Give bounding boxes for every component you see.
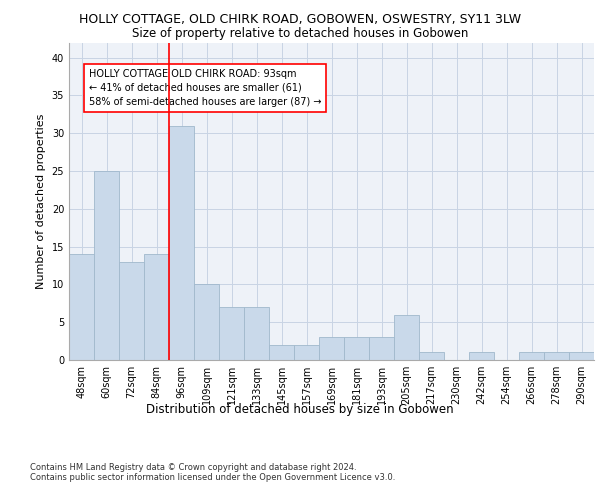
Bar xyxy=(269,345,294,360)
Bar xyxy=(469,352,494,360)
Text: Size of property relative to detached houses in Gobowen: Size of property relative to detached ho… xyxy=(132,28,468,40)
Text: Distribution of detached houses by size in Gobowen: Distribution of detached houses by size … xyxy=(146,402,454,415)
Bar xyxy=(419,352,444,360)
Bar xyxy=(319,338,344,360)
Bar xyxy=(369,338,394,360)
Bar xyxy=(519,352,544,360)
Text: HOLLY COTTAGE OLD CHIRK ROAD: 93sqm
← 41% of detached houses are smaller (61)
58: HOLLY COTTAGE OLD CHIRK ROAD: 93sqm ← 41… xyxy=(89,69,322,107)
Bar xyxy=(544,352,569,360)
Bar xyxy=(144,254,169,360)
Bar xyxy=(119,262,144,360)
Bar xyxy=(244,307,269,360)
Bar xyxy=(194,284,219,360)
Bar xyxy=(69,254,94,360)
Bar xyxy=(294,345,319,360)
Bar xyxy=(569,352,594,360)
Text: HOLLY COTTAGE, OLD CHIRK ROAD, GOBOWEN, OSWESTRY, SY11 3LW: HOLLY COTTAGE, OLD CHIRK ROAD, GOBOWEN, … xyxy=(79,12,521,26)
Bar xyxy=(219,307,244,360)
Y-axis label: Number of detached properties: Number of detached properties xyxy=(36,114,46,289)
Bar xyxy=(394,314,419,360)
Bar xyxy=(94,171,119,360)
Text: Contains HM Land Registry data © Crown copyright and database right 2024.
Contai: Contains HM Land Registry data © Crown c… xyxy=(30,462,395,482)
Bar xyxy=(344,338,369,360)
Bar xyxy=(169,126,194,360)
